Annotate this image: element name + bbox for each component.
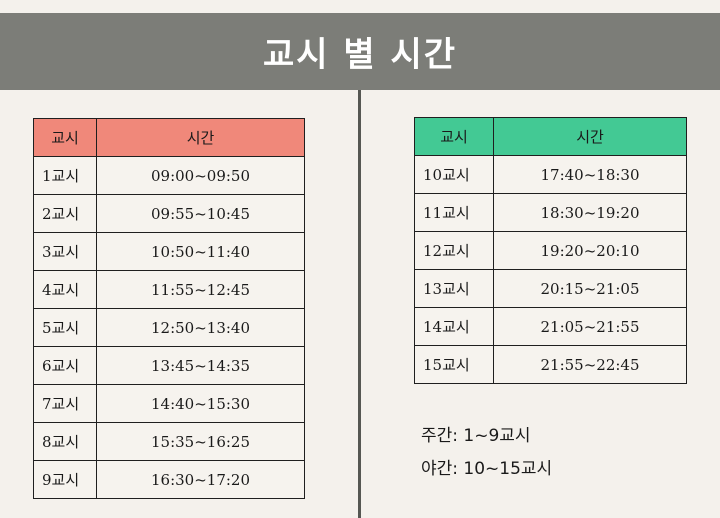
- period-cell: 14교시: [414, 307, 494, 346]
- table-row: 7교시 14:40~15:30: [33, 384, 305, 423]
- table-row: 5교시 12:50~13:40: [33, 308, 305, 347]
- time-cell: 21:55~22:45: [493, 345, 687, 384]
- time-cell: 21:05~21:55: [493, 307, 687, 346]
- period-cell: 3교시: [33, 232, 97, 271]
- time-cell: 09:00~09:50: [96, 156, 305, 195]
- period-cell: 9교시: [33, 460, 97, 499]
- header-time: 시간: [493, 117, 687, 156]
- table-header-row: 교시 시간: [414, 117, 687, 156]
- table-row: 15교시 21:55~22:45: [414, 345, 687, 384]
- table-row: 3교시 10:50~11:40: [33, 232, 305, 271]
- time-cell: 18:30~19:20: [493, 193, 687, 232]
- table-header-row: 교시 시간: [33, 118, 305, 157]
- time-cell: 10:50~11:40: [96, 232, 305, 271]
- period-cell: 6교시: [33, 346, 97, 385]
- period-cell: 4교시: [33, 270, 97, 309]
- time-cell: 16:30~17:20: [96, 460, 305, 499]
- table-row: 1교시 09:00~09:50: [33, 156, 305, 195]
- period-cell: 11교시: [414, 193, 494, 232]
- day-shift-note: 주간: 1~9교시: [421, 426, 531, 446]
- page-title: 교시 별 시간: [262, 35, 458, 75]
- schedule-table-day: 교시 시간 1교시 09:00~09:50 2교시 09:55~10:45 3교…: [33, 118, 305, 499]
- time-cell: 13:45~14:35: [96, 346, 305, 385]
- period-cell: 13교시: [414, 269, 494, 308]
- header-time: 시간: [96, 118, 305, 157]
- header-period: 교시: [33, 118, 97, 157]
- period-cell: 10교시: [414, 155, 494, 194]
- time-cell: 17:40~18:30: [493, 155, 687, 194]
- time-cell: 12:50~13:40: [96, 308, 305, 347]
- period-cell: 12교시: [414, 231, 494, 270]
- time-cell: 14:40~15:30: [96, 384, 305, 423]
- table-row: 10교시 17:40~18:30: [414, 155, 687, 194]
- time-cell: 11:55~12:45: [96, 270, 305, 309]
- table-row: 13교시 20:15~21:05: [414, 269, 687, 308]
- night-shift-note: 야간: 10~15교시: [421, 459, 553, 479]
- time-cell: 20:15~21:05: [493, 269, 687, 308]
- center-divider: [358, 90, 361, 518]
- time-cell: 19:20~20:10: [493, 231, 687, 270]
- table-row: 14교시 21:05~21:55: [414, 307, 687, 346]
- schedule-notes: 주간: 1~9교시 야간: 10~15교시: [421, 420, 552, 486]
- table-row: 8교시 15:35~16:25: [33, 422, 305, 461]
- title-bar: 교시 별 시간: [0, 13, 720, 90]
- table-row: 6교시 13:45~14:35: [33, 346, 305, 385]
- period-cell: 1교시: [33, 156, 97, 195]
- header-period: 교시: [414, 117, 494, 156]
- schedule-table-night: 교시 시간 10교시 17:40~18:30 11교시 18:30~19:20 …: [414, 117, 687, 384]
- table-row: 12교시 19:20~20:10: [414, 231, 687, 270]
- table-row: 9교시 16:30~17:20: [33, 460, 305, 499]
- time-cell: 09:55~10:45: [96, 194, 305, 233]
- period-cell: 7교시: [33, 384, 97, 423]
- table-row: 11교시 18:30~19:20: [414, 193, 687, 232]
- period-cell: 15교시: [414, 345, 494, 384]
- period-cell: 8교시: [33, 422, 97, 461]
- table-row: 2교시 09:55~10:45: [33, 194, 305, 233]
- time-cell: 15:35~16:25: [96, 422, 305, 461]
- table-row: 4교시 11:55~12:45: [33, 270, 305, 309]
- period-cell: 2교시: [33, 194, 97, 233]
- period-cell: 5교시: [33, 308, 97, 347]
